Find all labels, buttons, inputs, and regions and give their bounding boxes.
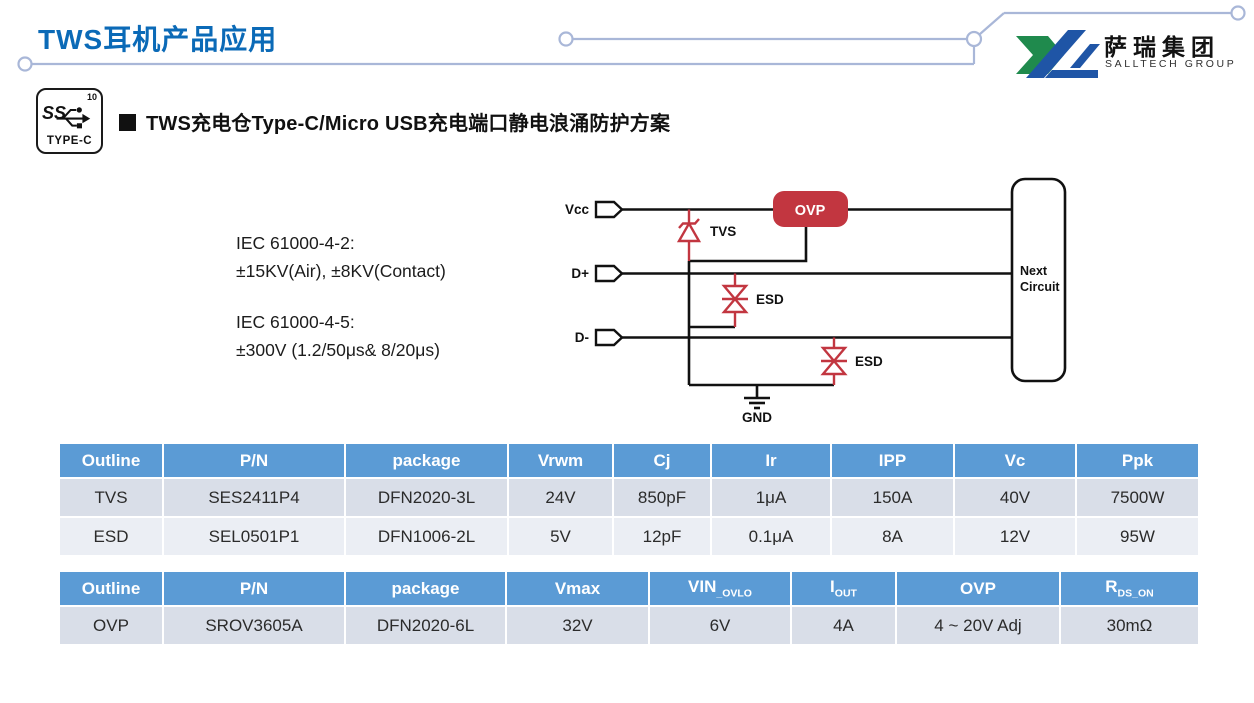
column-header: P/N bbox=[162, 570, 346, 607]
column-header: package bbox=[344, 570, 507, 607]
iec-standards-block: IEC 61000-4-2: ±15KV(Air), ±8KV(Contact)… bbox=[236, 229, 446, 364]
table-cell: 850pF bbox=[612, 477, 712, 518]
table-cell: 8A bbox=[830, 516, 955, 557]
table-cell: 12pF bbox=[612, 516, 712, 557]
net-label-dminus: D- bbox=[575, 330, 589, 345]
next-circuit-label-2: Circuit bbox=[1020, 280, 1060, 294]
column-header: Vmax bbox=[505, 570, 650, 607]
column-header: Vc bbox=[953, 442, 1077, 479]
table-cell: 150A bbox=[830, 477, 955, 518]
spec-table: Outline P/N package Vmax VIN_OVLO IOUT OVP RDS_… bbox=[58, 570, 1200, 646]
usb-typec-badge: SS 10 TYPE-C bbox=[36, 88, 103, 154]
logo-mark-icon bbox=[1016, 30, 1100, 78]
table-row: OVP SROV3605A DFN2020-6L 32V 6V 4A 4 ~ 20V Adj… bbox=[58, 605, 1200, 646]
section-heading: TWS充电仓Type-C/Micro USB充电端口静电浪涌防护方案 bbox=[146, 113, 671, 135]
logo-text-en: SALLTECH GROUP bbox=[1105, 58, 1237, 70]
column-header: Outline bbox=[58, 570, 164, 607]
input-connectors bbox=[594, 200, 624, 347]
column-header: VIN_OVLO bbox=[648, 570, 792, 607]
column-header: Cj bbox=[612, 442, 712, 479]
column-header: RDS_ON bbox=[1059, 570, 1200, 607]
table-row: TVS SES2411P4 DFN2020-3L 24V 850pF 1μA 150A 40V… bbox=[58, 477, 1200, 518]
table-cell: 4 ~ 20V Adj bbox=[895, 605, 1061, 646]
table-cell: ESD bbox=[58, 516, 164, 557]
next-circuit-block bbox=[1010, 177, 1067, 383]
column-header: OVP bbox=[895, 570, 1061, 607]
table-cell: TVS bbox=[58, 477, 164, 518]
table-cell: 1μA bbox=[710, 477, 832, 518]
tvs-diode-symbol bbox=[676, 209, 702, 261]
iec1-title: IEC 61000-4-2: bbox=[236, 233, 355, 253]
iec1-value: ±15KV(Air), ±8KV(Contact) bbox=[236, 261, 446, 281]
next-circuit-label-1: Next bbox=[1020, 264, 1048, 278]
table-cell: 40V bbox=[953, 477, 1077, 518]
column-header: Ppk bbox=[1075, 442, 1200, 479]
table-cell: 6V bbox=[648, 605, 792, 646]
esd-diode-2-symbol bbox=[820, 337, 848, 385]
table-cell: SROV3605A bbox=[162, 605, 346, 646]
column-header: Vrwm bbox=[507, 442, 614, 479]
column-header: P/N bbox=[162, 442, 346, 479]
table-cell: 32V bbox=[505, 605, 650, 646]
page-title: TWS耳机产品应用 bbox=[38, 24, 278, 55]
column-header: Outline bbox=[58, 442, 164, 479]
decorative-trace-lines bbox=[17, 5, 1246, 72]
column-header: Ir bbox=[710, 442, 832, 479]
table-header-row: Outline P/N package Vrwm Cj Ir IPP Vc Ppk bbox=[58, 442, 1200, 479]
table-cell: 0.1μA bbox=[710, 516, 832, 557]
net-label-dplus: D+ bbox=[571, 266, 589, 281]
company-logo: 萨瑞集团 SALLTECH GROUP bbox=[1016, 26, 1246, 82]
heading-bullet-square bbox=[119, 114, 136, 131]
net-label-vcc: Vcc bbox=[565, 202, 590, 217]
ovp-block-label: OVP bbox=[795, 203, 826, 219]
esd1-label: ESD bbox=[756, 292, 784, 307]
table-cell: DFN2020-6L bbox=[344, 605, 507, 646]
table-cell: 30mΩ bbox=[1059, 605, 1200, 646]
table-cell: OVP bbox=[58, 605, 164, 646]
protection-circuit-diagram: OVP Next Circuit Vcc D+ D- TVS ESD ESD G… bbox=[565, 177, 1067, 425]
logo-text-cn: 萨瑞集团 bbox=[1104, 34, 1220, 60]
spec-table: Outline P/N package Vrwm Cj Ir IPP Vc Ppk TVS SES2… bbox=[58, 442, 1200, 557]
table-cell: SEL0501P1 bbox=[162, 516, 346, 557]
column-header: package bbox=[344, 442, 509, 479]
table-cell: 24V bbox=[507, 477, 614, 518]
tvs-esd-spec-table: Outline P/N package Vrwm Cj Ir IPP Vc Ppk TVS SES2… bbox=[58, 442, 1200, 557]
gnd-label: GND bbox=[742, 410, 772, 425]
table-cell: 4A bbox=[790, 605, 897, 646]
usb-typec-label: TYPE-C bbox=[46, 135, 93, 147]
column-header: IPP bbox=[830, 442, 955, 479]
table-cell: 7500W bbox=[1075, 477, 1200, 518]
iec2-value: ±300V (1.2/50μs& 8/20μs) bbox=[236, 340, 440, 360]
table-cell: SES2411P4 bbox=[162, 477, 346, 518]
esd-diode-1-symbol bbox=[721, 273, 749, 327]
table-cell: 5V bbox=[507, 516, 614, 557]
table-cell: DFN2020-3L bbox=[344, 477, 509, 518]
column-header: IOUT bbox=[790, 570, 897, 607]
table-cell: 95W bbox=[1075, 516, 1200, 557]
usb-superscript: 10 bbox=[87, 92, 98, 102]
tvs-label: TVS bbox=[710, 224, 736, 239]
ovp-spec-table: Outline P/N package Vmax VIN_OVLO IOUT OVP RDS_… bbox=[58, 570, 1200, 646]
table-row: ESD SEL0501P1 DFN1006-2L 5V 12pF 0.1μA 8A 12V 95… bbox=[58, 516, 1200, 557]
table-cell: 12V bbox=[953, 516, 1077, 557]
table-header-row: Outline P/N package Vmax VIN_OVLO IOUT OVP RDS_… bbox=[58, 570, 1200, 607]
iec2-title: IEC 61000-4-5: bbox=[236, 312, 355, 332]
usb-trident-icon bbox=[56, 107, 91, 129]
ovp-block bbox=[773, 191, 848, 227]
esd2-label: ESD bbox=[855, 354, 883, 369]
table-cell: DFN1006-2L bbox=[344, 516, 509, 557]
